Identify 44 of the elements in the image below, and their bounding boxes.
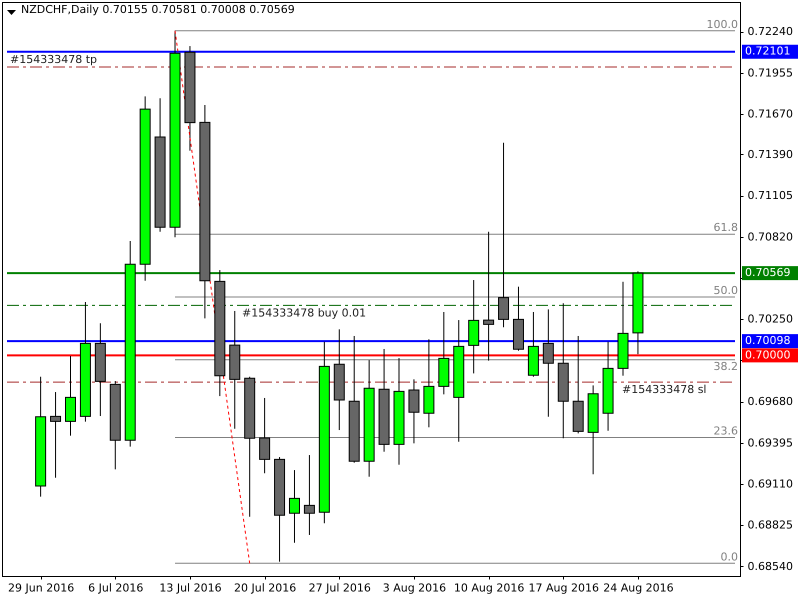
- y-tick-label: 0.68540: [748, 560, 793, 573]
- candlestick: [483, 231, 494, 362]
- y-tick-label: 0.69395: [748, 436, 793, 450]
- candlestick: [304, 454, 315, 536]
- y-tick-label: 0.69110: [748, 477, 793, 490]
- x-tick-label: 3 Aug 2016: [382, 582, 446, 594]
- ref-line-label: 0.70569: [745, 266, 790, 280]
- ref-line-label: 0.70098: [745, 334, 790, 348]
- x-tick-label: 29 Jun 2016: [8, 582, 74, 594]
- y-tick-label: 0.71105: [748, 189, 793, 202]
- candlestick: [50, 392, 62, 478]
- ref-line-label: #154333478 buy 0.01: [242, 306, 366, 320]
- annotation: 61.8: [714, 221, 738, 234]
- ref-line-label: #154333478 sl: [622, 383, 706, 396]
- y-tick-label: 0.72240: [748, 25, 793, 38]
- ref-line-label: 0.72101: [745, 44, 790, 58]
- y-tick-label: 0.68825: [748, 518, 793, 532]
- annotation: 0.0: [720, 550, 738, 564]
- annotation: 50.0: [714, 284, 738, 297]
- x-tick-label: 13 Jul 2016: [159, 582, 222, 594]
- candlestick: [408, 378, 420, 444]
- candlestick: [259, 397, 270, 474]
- y-tick-label: 0.71670: [748, 107, 793, 120]
- y-tick-label: 0.71390: [748, 148, 793, 161]
- x-tick-label: 20 Jul 2016: [234, 582, 296, 594]
- candlestick: [288, 470, 300, 544]
- candlestick: [542, 308, 554, 418]
- x-tick-label: 10 Aug 2016: [454, 582, 524, 594]
- y-tick-label: 0.69680: [748, 395, 793, 408]
- x-tick-label: 17 Aug 2016: [528, 582, 600, 594]
- candlestick: [498, 142, 510, 328]
- ref-line-label: #154333478 tp: [10, 53, 98, 66]
- x-tick-label: 27 Jul 2016: [308, 582, 371, 594]
- y-tick-label: 0.70820: [748, 230, 793, 244]
- y-tick-label: 0.71955: [748, 66, 793, 80]
- annotation: 23.6: [714, 424, 738, 438]
- ref-line-label: 0.70000: [745, 348, 790, 362]
- candlestick: [64, 356, 76, 436]
- annotation: 38.2: [714, 360, 738, 373]
- x-tick-label: 24 Aug 2016: [603, 582, 674, 594]
- chart-title: NZDCHF,Daily 0.70155 0.70581 0.70008 0.70569: [21, 3, 295, 16]
- y-tick-label: 0.70250: [748, 312, 793, 326]
- annotation: 100.0: [706, 18, 738, 31]
- x-tick-label: 6 Jul 2016: [88, 582, 144, 594]
